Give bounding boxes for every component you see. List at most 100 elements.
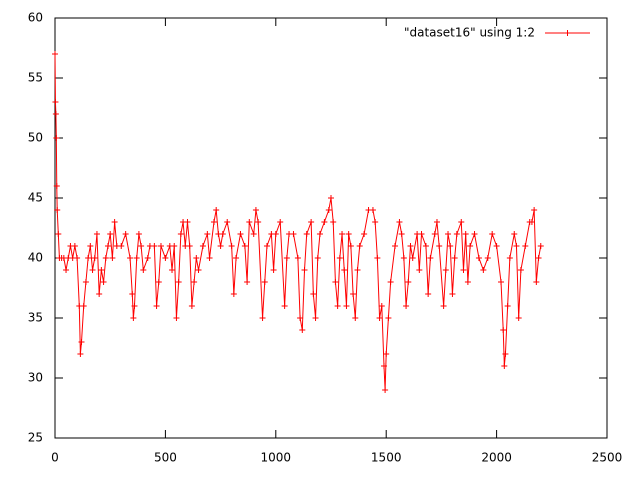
point-marker [374,255,381,261]
point-marker [533,279,540,285]
point-marker [135,231,142,237]
point-marker [409,255,416,261]
point-marker [467,243,474,249]
point-marker [301,267,308,273]
point-marker [153,303,160,309]
point-marker [244,279,251,285]
point-marker [407,243,414,249]
point-marker [343,303,350,309]
point-marker [217,243,224,249]
point-marker [501,363,508,369]
point-marker [52,99,59,105]
point-marker [157,243,164,249]
point-marker [290,231,297,237]
point-marker [277,219,284,225]
point-marker [405,279,412,285]
point-marker [87,243,94,249]
point-marker [246,219,253,225]
point-marker [314,255,321,261]
point-marker [382,387,389,393]
point-marker [74,255,81,261]
point-marker [186,243,193,249]
point-marker [102,255,109,261]
point-marker [522,243,529,249]
point-marker [453,231,460,237]
point-marker [396,219,403,225]
point-marker [350,291,357,297]
y-tick-label: 25 [28,431,43,445]
point-marker [52,51,58,57]
point-marker [310,291,317,297]
point-marker [93,231,100,237]
point-marker [484,255,491,261]
point-marker [259,315,266,321]
point-marker [458,219,465,225]
point-marker [54,207,61,213]
point-marker [422,243,429,249]
point-marker [55,231,62,237]
point-marker [330,219,337,225]
point-marker [380,363,387,369]
point-marker [480,267,487,273]
point-marker [263,243,270,249]
point-marker [341,267,348,273]
point-marker [255,219,262,225]
x-tick-label: 2000 [481,451,512,465]
point-marker [418,231,425,237]
legend-marker [564,30,571,36]
data-line [54,53,542,391]
point-marker [537,243,544,249]
x-tick-label: 1500 [371,451,402,465]
point-marker [129,291,136,297]
point-marker [308,219,315,225]
point-marker [403,303,410,309]
point-marker [195,267,202,273]
point-marker [436,243,443,249]
point-marker [151,243,158,249]
point-marker [71,243,78,249]
point-marker [447,243,454,249]
point-marker [321,219,328,225]
point-marker [425,291,432,297]
point-marker [356,243,363,249]
point-marker [528,219,535,225]
point-marker [312,315,319,321]
point-marker [138,243,145,249]
point-marker [361,231,368,237]
point-marker [177,231,184,237]
point-marker [53,183,60,189]
point-marker [464,279,471,285]
point-marker [98,267,105,273]
point-marker [130,315,137,321]
point-marker [334,303,341,309]
point-marker [517,267,524,273]
point-marker [204,231,211,237]
point-marker [191,279,198,285]
point-marker [354,267,361,273]
point-marker [184,219,191,225]
y-tick-label: 55 [28,71,43,85]
point-marker [122,231,129,237]
y-tick-label: 35 [28,311,43,325]
point-marker [383,351,390,357]
point-marker [433,219,440,225]
point-marker [299,327,306,333]
point-marker [347,243,354,249]
point-marker [387,279,394,285]
point-marker [303,231,310,237]
point-marker [489,231,496,237]
point-marker [100,279,107,285]
point-marker [169,267,176,273]
point-marker [294,255,301,261]
y-tick-label: 40 [28,251,43,265]
point-marker [451,255,458,261]
x-tick-label: 500 [154,451,177,465]
point-marker [281,303,288,309]
point-marker [445,231,452,237]
point-marker [392,243,399,249]
point-marker [336,255,343,261]
point-marker [131,303,138,309]
x-tick-label: 2500 [592,451,623,465]
point-marker [252,207,259,213]
